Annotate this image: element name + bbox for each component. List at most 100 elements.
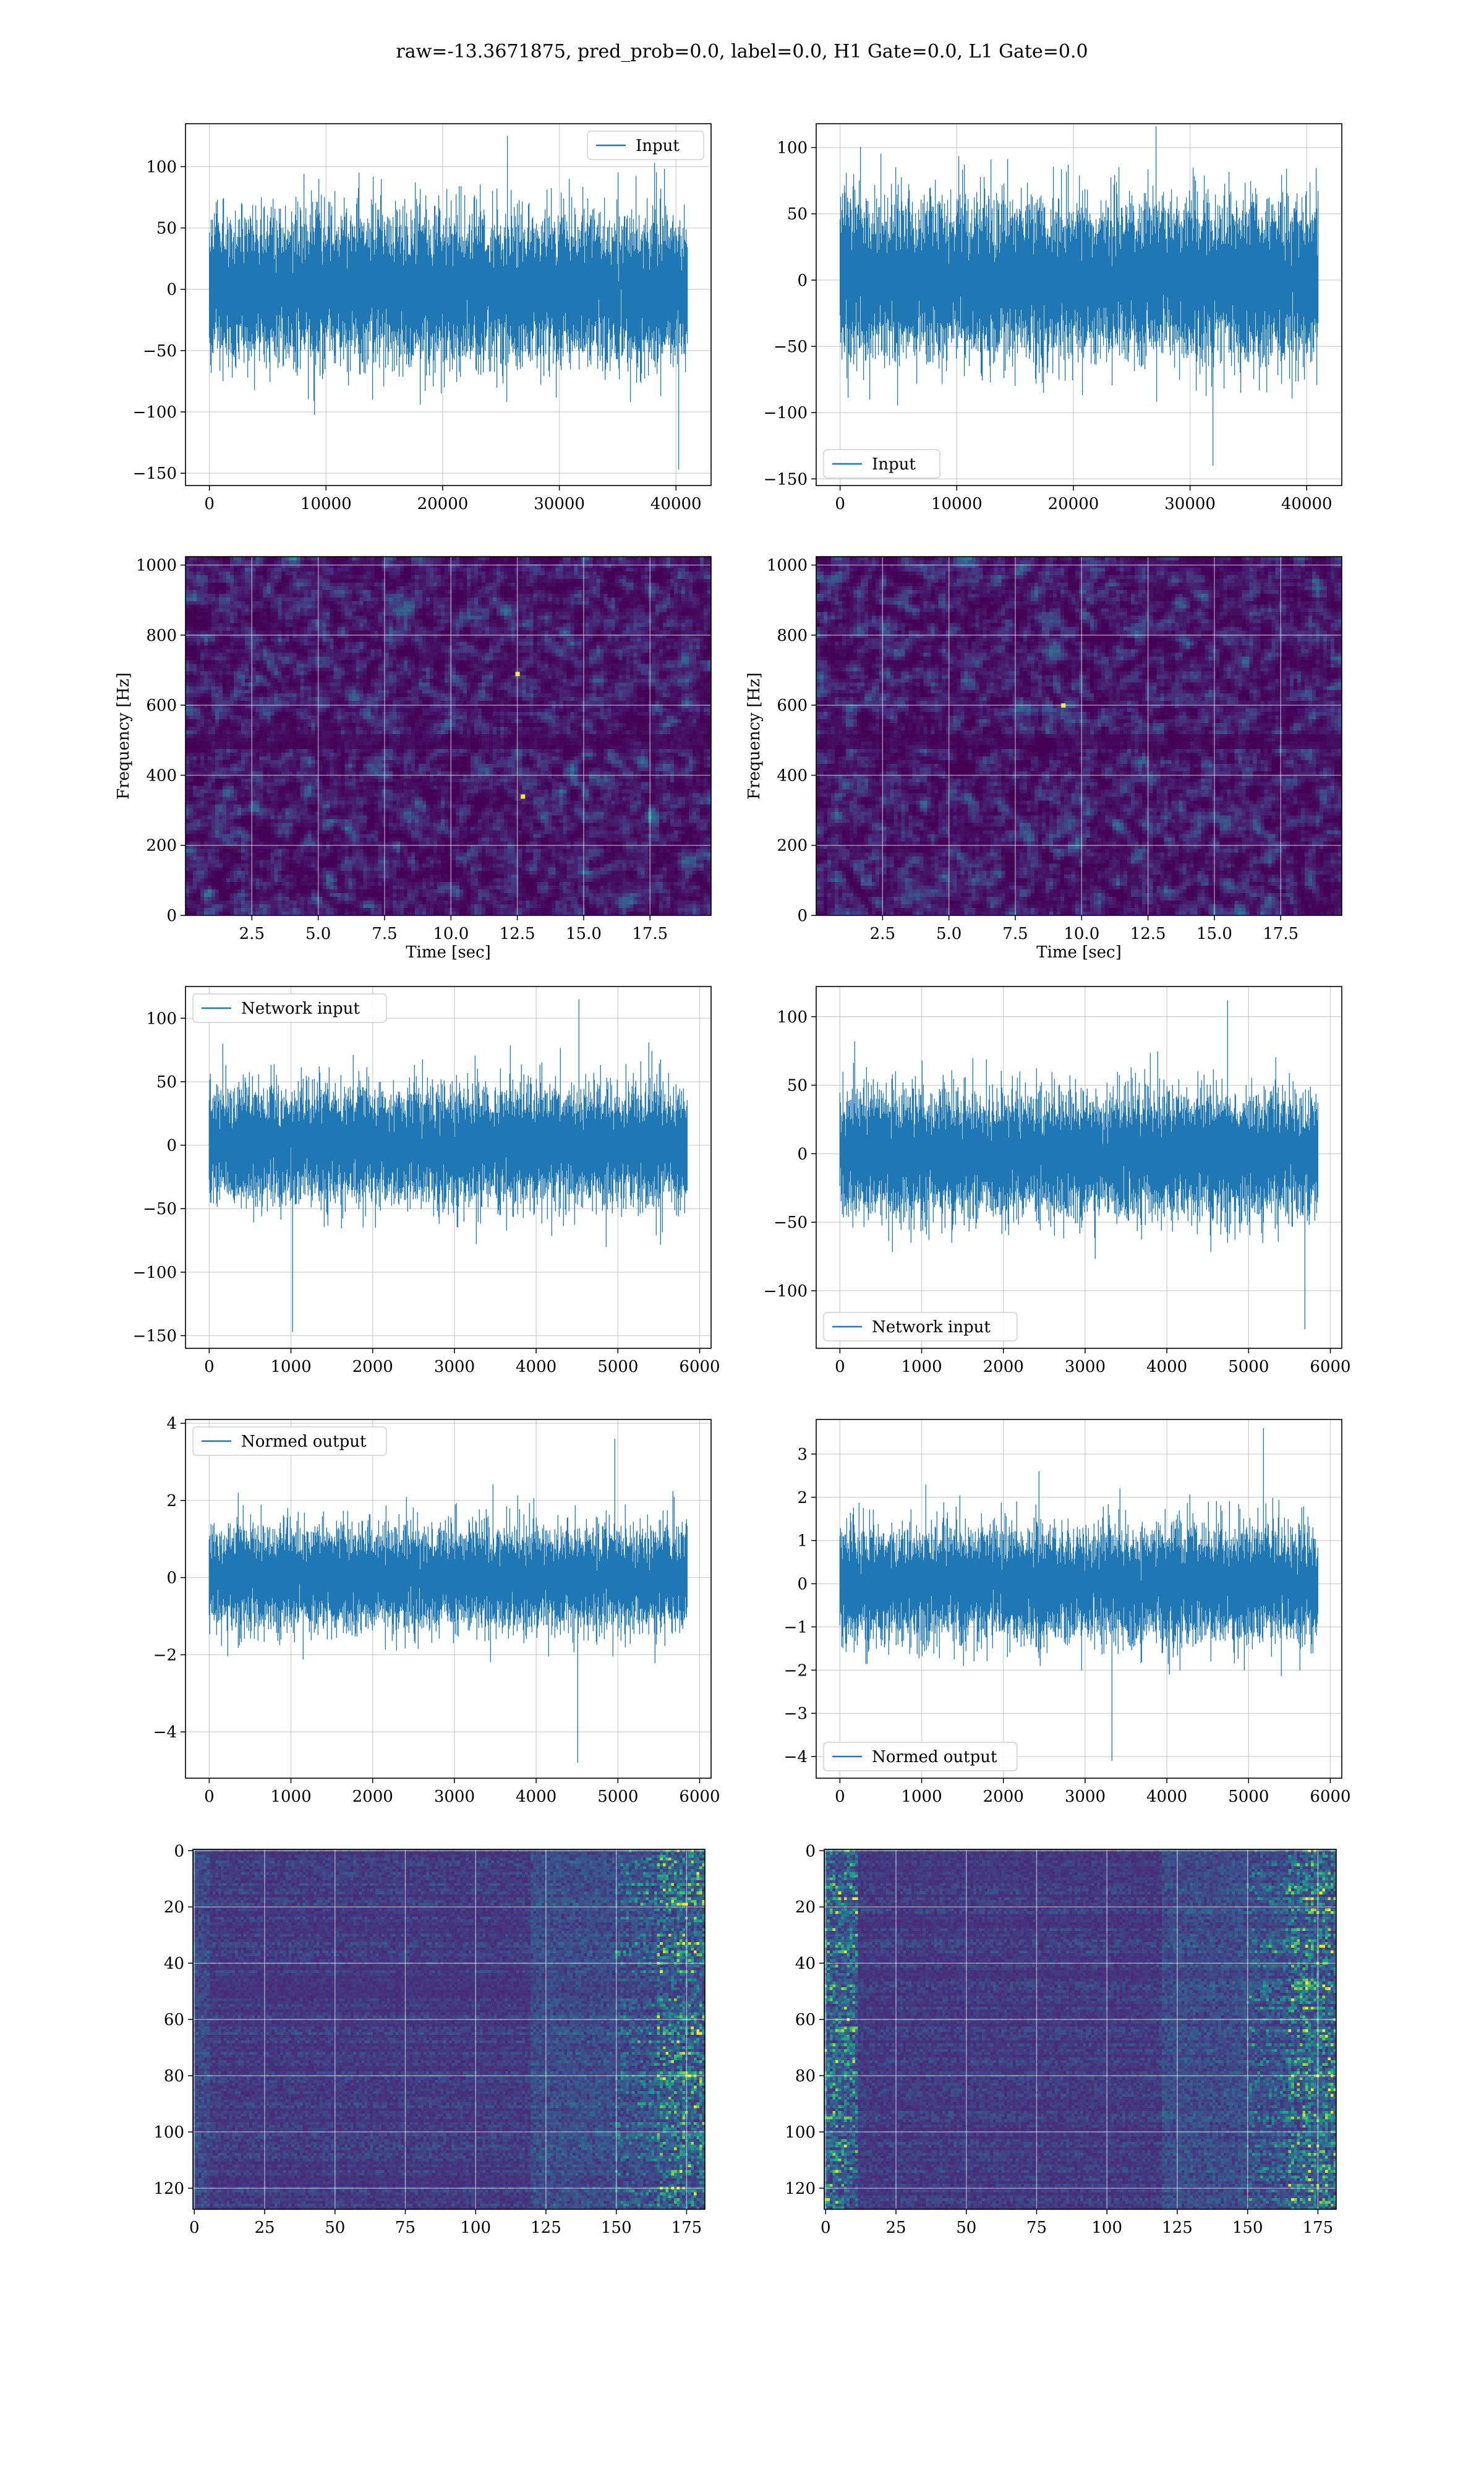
- x-tick-label: 20000: [1048, 495, 1099, 513]
- y-tick-label: 0: [166, 281, 177, 299]
- y-tick-label: 2: [797, 1489, 808, 1507]
- x-tick-label: 25: [254, 2219, 275, 2237]
- x-tick-label: 0: [204, 1358, 215, 1376]
- y-tick-label: 4: [166, 1415, 177, 1433]
- x-tick-label: 100: [460, 2219, 491, 2237]
- x-tick-label: 75: [395, 2219, 416, 2237]
- x-axis-label: Time [sec]: [406, 943, 491, 962]
- legend-box: [823, 1742, 1018, 1771]
- x-tick-label: 150: [1232, 2219, 1263, 2237]
- x-tick-label: 0: [821, 2219, 831, 2237]
- legend-label: Network input: [241, 999, 360, 1018]
- x-tick-label: 7.5: [372, 925, 397, 943]
- x-tick-label: 30000: [1164, 495, 1216, 513]
- y-tick-label: 0: [797, 272, 808, 290]
- y-tick-label: 600: [146, 696, 177, 715]
- x-tick-label: 0: [835, 1787, 845, 1806]
- y-tick-label: 50: [156, 1073, 177, 1092]
- chart-l1-input: 0 10000 20000 30000 40000 −150 −100 −50 0 50 100 In…: [764, 123, 1342, 513]
- legend-box: [823, 1312, 1018, 1342]
- x-tick-label: 12.5: [500, 925, 535, 943]
- x-tick-label: 175: [672, 2219, 702, 2237]
- axes-frame: [185, 556, 712, 916]
- x-tick-label: 6000: [1310, 1787, 1350, 1806]
- legend-label: Normed output: [872, 1748, 997, 1766]
- x-tick-label: 25: [885, 2219, 906, 2237]
- legend-label: Network input: [872, 1318, 991, 1337]
- x-tick-label: 10000: [301, 495, 352, 513]
- x-tick-label: 10000: [931, 495, 983, 513]
- feature-map-image: [193, 1849, 705, 2209]
- x-tick-label: 150: [601, 2219, 632, 2237]
- x-tick-label: 100: [1091, 2219, 1122, 2237]
- chart-l1-spectrogram: 2.5 5.0 7.5 10.0 12.5 15.0 17.5 0 200 400 600 800 10…: [745, 556, 1342, 962]
- x-tick-label: 2000: [352, 1358, 393, 1376]
- x-tick-label: 17.5: [1263, 925, 1298, 943]
- series-line: [839, 1428, 1318, 1761]
- y-tick-label: 0: [166, 1569, 177, 1588]
- legend: Normed output: [192, 1426, 387, 1456]
- x-tick-label: 10.0: [1064, 925, 1099, 943]
- y-tick-label: 0: [174, 1842, 184, 1860]
- x-tick-label: 125: [531, 2219, 561, 2237]
- y-tick-label: −4: [784, 1748, 808, 1766]
- y-tick-label: 20: [164, 1898, 184, 1917]
- feature-map-image: [824, 1849, 1336, 2209]
- x-tick-label: 0: [835, 495, 845, 513]
- x-tick-label: 75: [1026, 2219, 1047, 2237]
- x-tick-label: 4000: [1146, 1787, 1187, 1806]
- y-tick-label: −150: [764, 470, 808, 489]
- x-tick-label: 0: [189, 2219, 200, 2237]
- y-tick-label: 200: [146, 837, 177, 855]
- y-tick-label: −4: [153, 1723, 177, 1742]
- y-tick-label: 800: [146, 627, 177, 645]
- y-tick-label: −50: [774, 1213, 808, 1232]
- x-tick-label: 7.5: [1002, 925, 1028, 943]
- y-tick-label: −1: [784, 1618, 808, 1637]
- y-tick-label: 100: [777, 139, 808, 158]
- x-tick-label: 6000: [679, 1358, 720, 1376]
- y-tick-label: 200: [777, 837, 808, 855]
- legend: Network input: [192, 993, 387, 1023]
- axes-frame: [185, 123, 712, 486]
- axes-frame: [192, 1849, 706, 2210]
- y-tick-label: 100: [146, 158, 177, 176]
- legend: Input: [587, 131, 704, 160]
- axes-frame: [816, 556, 1342, 916]
- legend-box: [823, 449, 940, 479]
- axes-frame: [816, 986, 1342, 1349]
- chart-h1-network-input: 0 1000 2000 3000 4000 5000 6000 −150 −100 −50 0 50 1…: [133, 986, 720, 1376]
- y-tick-label: 80: [795, 2067, 816, 2086]
- x-axis-label: Time [sec]: [1036, 943, 1122, 962]
- y-tick-label: −50: [774, 338, 808, 356]
- x-tick-label: 3000: [1065, 1358, 1106, 1376]
- legend-label: Input: [872, 455, 916, 474]
- x-tick-label: 4000: [1146, 1358, 1187, 1376]
- y-tick-label: 50: [156, 220, 177, 238]
- x-tick-label: 10.0: [433, 925, 469, 943]
- x-tick-label: 50: [956, 2219, 976, 2237]
- chart-l1-network-input: 0 1000 2000 3000 4000 5000 6000 −100 −50 0 50 100 Ne…: [764, 986, 1351, 1376]
- y-tick-label: 60: [795, 2011, 816, 2029]
- y-tick-label: 50: [787, 205, 808, 224]
- x-tick-label: 1000: [901, 1787, 942, 1806]
- x-tick-label: 2.5: [870, 925, 895, 943]
- x-tick-label: 30000: [534, 495, 585, 513]
- x-tick-label: 15.0: [566, 925, 602, 943]
- legend-box: [192, 1426, 387, 1456]
- axes-frame: [816, 123, 1342, 486]
- x-tick-label: 3000: [1065, 1787, 1106, 1806]
- y-tick-label: 2: [166, 1492, 177, 1510]
- y-tick-label: 100: [153, 2123, 184, 2142]
- y-tick-label: −100: [133, 1264, 177, 1282]
- x-tick-label: 0: [204, 495, 215, 513]
- y-tick-label: 60: [164, 2011, 184, 2029]
- x-tick-label: 2000: [983, 1358, 1024, 1376]
- x-tick-label: 50: [325, 2219, 345, 2237]
- y-tick-label: 100: [785, 2123, 816, 2142]
- y-tick-label: −2: [784, 1661, 808, 1680]
- y-tick-label: 0: [805, 1842, 816, 1860]
- x-tick-label: 40000: [1281, 495, 1333, 513]
- spectrogram-image: [186, 557, 711, 915]
- y-tick-label: −50: [143, 1200, 177, 1218]
